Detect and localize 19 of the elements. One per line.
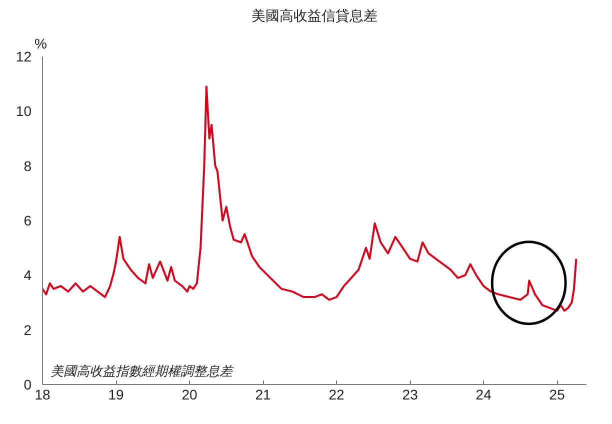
x-tick-label: 21 — [255, 386, 272, 402]
y-axis-title: % — [34, 36, 47, 52]
x-tick-label: 22 — [328, 386, 345, 402]
x-tick-label: 19 — [108, 386, 124, 402]
line-series — [42, 86, 578, 312]
y-tick-label: 10 — [16, 103, 32, 120]
x-tick-label: 23 — [402, 386, 418, 402]
chart-title: 美國高收益信貸息差 — [252, 8, 378, 24]
x-tick-label: 20 — [182, 386, 198, 402]
y-tick-label: 4 — [24, 267, 32, 284]
y-tick-label: 12 — [16, 48, 32, 64]
y-tick-label: 2 — [24, 322, 32, 338]
x-tick-label: 25 — [549, 386, 566, 402]
x-tick-label: 18 — [34, 386, 50, 402]
y-tick-label: 6 — [24, 212, 32, 228]
x-tick-label: 24 — [476, 386, 492, 402]
y-tick-label: 8 — [24, 158, 32, 174]
y-tick-label: 0 — [24, 376, 32, 392]
annotation: 美國高收益指數經期權調整息差 — [50, 364, 234, 378]
